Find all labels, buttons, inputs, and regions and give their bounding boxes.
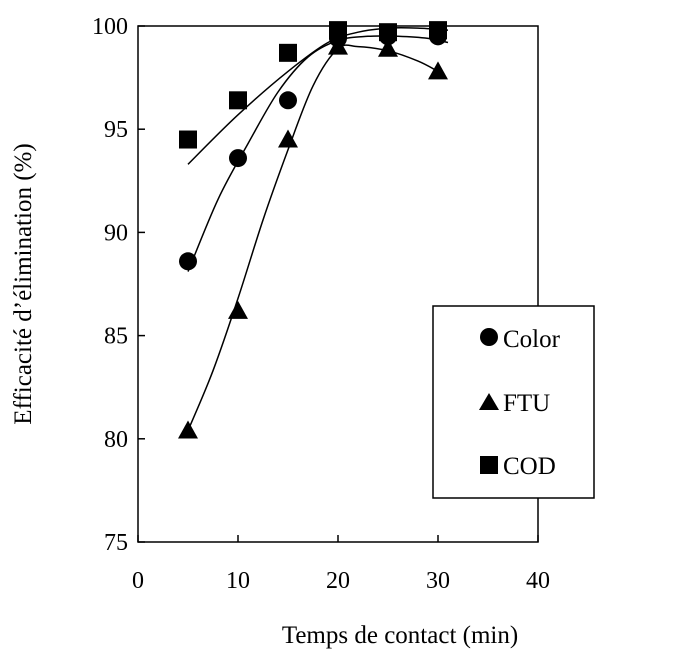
point-cod: [279, 43, 297, 62]
point-cod: [329, 21, 347, 40]
trend-line-ftu: [187, 44, 439, 431]
y-tick-label: 90: [104, 220, 128, 246]
point-color: [279, 91, 297, 110]
y-tick-label: 100: [92, 14, 128, 40]
trend-lines: [187, 26, 449, 431]
point-ftu: [328, 36, 348, 55]
point-ftu: [178, 420, 198, 439]
y-tick-label: 80: [104, 427, 128, 453]
x-tick-label: 40: [526, 568, 550, 594]
y-tick-label: 75: [104, 530, 128, 556]
legend-cod-label: COD: [503, 453, 556, 480]
legend-ftu-label: FTU: [503, 390, 550, 417]
point-cod: [179, 130, 197, 149]
point-ftu: [228, 300, 248, 319]
point-cod: [429, 21, 447, 40]
legend-color-marker: [480, 328, 498, 346]
legend-color-label: Color: [503, 326, 561, 353]
y-axis-title: Efficacité d’élimination (%): [10, 143, 37, 424]
point-ftu: [278, 129, 298, 148]
trend-line-color: [187, 35, 449, 272]
x-axis-title: Temps de contact (min): [282, 622, 518, 649]
point-ftu: [428, 61, 448, 80]
data-points: [178, 21, 448, 439]
x-tick-label: 20: [326, 568, 350, 594]
legend-box: [432, 305, 595, 499]
y-axis: 75 80 85 90 95 100: [92, 14, 145, 556]
trend-line-cod: [187, 26, 449, 165]
x-tick-label: 30: [426, 568, 450, 594]
point-ftu: [378, 38, 398, 57]
x-axis: 0 10 20 30 40: [132, 535, 550, 594]
y-tick-label: 85: [104, 324, 128, 350]
x-tick-label: 10: [226, 568, 250, 594]
legend: Color FTU COD: [432, 305, 595, 499]
point-cod: [379, 23, 397, 42]
y-tick-label: 95: [104, 117, 128, 143]
point-color: [179, 252, 197, 271]
legend-ftu-marker: [479, 393, 499, 410]
point-color: [229, 149, 247, 168]
legend-cod-marker: [480, 456, 498, 474]
point-cod: [229, 91, 247, 110]
x-tick-label: 0: [132, 568, 144, 594]
